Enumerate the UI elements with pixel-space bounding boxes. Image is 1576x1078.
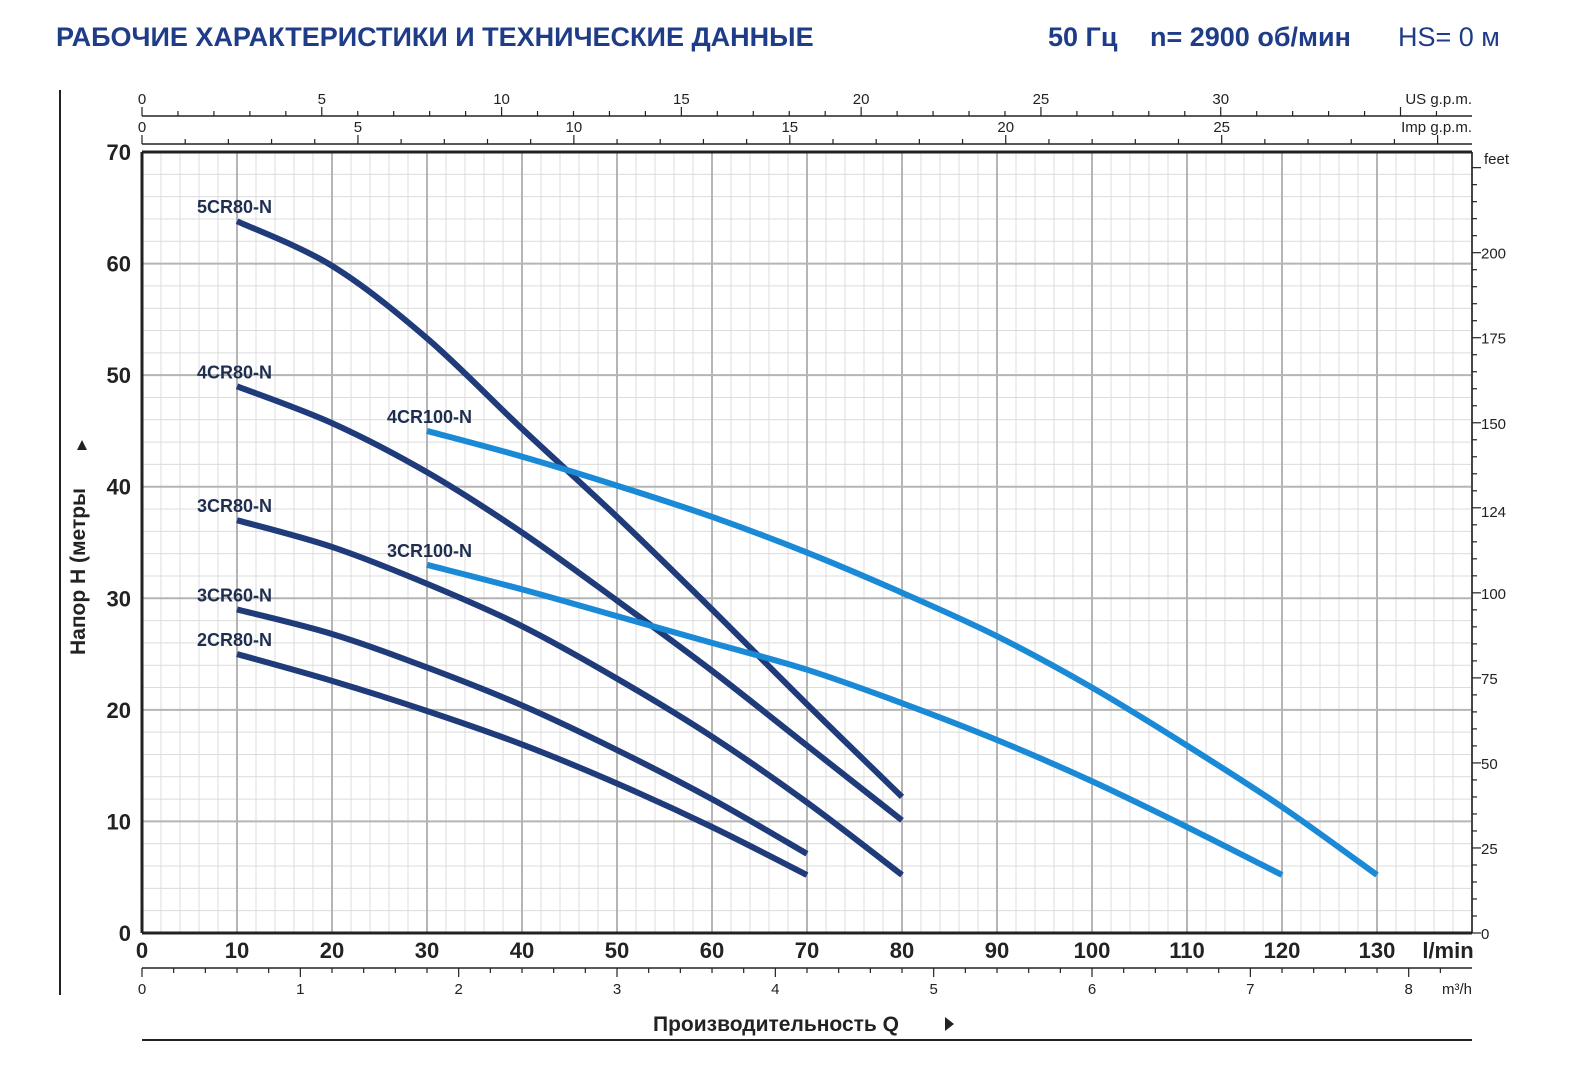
x-tick-label: 40 <box>510 938 534 963</box>
y-tick-label: 60 <box>107 252 131 277</box>
us-gpm-axis-tick-label: 15 <box>673 91 690 108</box>
imp-gpm-axis-tick-label: 10 <box>566 119 583 136</box>
feet-tick-label: 124 <box>1481 504 1506 521</box>
feet-tick-label: 175 <box>1481 331 1506 348</box>
y-tick-label: 10 <box>107 809 131 834</box>
frequency-label: 50 Гц <box>1048 22 1118 52</box>
imp-gpm-axis-tick-label: 0 <box>138 119 146 136</box>
x-axis-title: Производительность Q <box>653 1013 899 1036</box>
y-tick-label: 70 <box>107 140 131 165</box>
x-tick-label: 130 <box>1359 938 1396 963</box>
y-tick-label: 40 <box>107 475 131 500</box>
imp-gpm-axis-unit-label: Imp g.p.m. <box>1401 119 1472 136</box>
m3h-axis-tick-label: 4 <box>771 981 779 998</box>
series-line-5cr80-n <box>235 218 905 800</box>
feet-tick-label: 200 <box>1481 246 1506 263</box>
us-gpm-axis-tick-label: 20 <box>853 91 870 108</box>
y-tick-label: 50 <box>107 363 131 388</box>
series-group: 5CR80-N 4CR80-N 3CR80-N 3CR60-N 2CR80-N 4CR10… <box>197 197 1379 878</box>
m3h-axis-tick-label: 1 <box>296 981 304 998</box>
series-line-4cr100-n <box>426 428 1379 878</box>
us-gpm-axis-tick-label: 30 <box>1212 91 1229 108</box>
series-line-4cr80-n <box>235 383 904 823</box>
imp-gpm-axis-tick-label: 25 <box>1213 119 1230 136</box>
x-tick-label: 110 <box>1169 938 1205 963</box>
m3h-axis-unit-label: m³/h <box>1442 981 1472 998</box>
us-gpm-axis-unit-label: US g.p.m. <box>1405 91 1472 108</box>
series-label-3cr80-n: 3CR80-N <box>197 496 272 516</box>
x-axis-arrow-icon <box>945 1017 954 1031</box>
series-line-3cr80-n <box>236 517 904 878</box>
x-tick-label: 50 <box>605 938 629 963</box>
y-axis-arrow-icon <box>77 440 87 450</box>
us-gpm-axis-tick-label: 0 <box>138 91 146 108</box>
series-label-3cr100-n: 3CR100-N <box>387 541 472 561</box>
y-tick-label: 0 <box>119 921 131 946</box>
feet-tick-label: 75 <box>1481 671 1498 688</box>
x-tick-label: 10 <box>225 938 249 963</box>
x-tick-label: 30 <box>415 938 439 963</box>
imp-gpm-axis-tick-label: 20 <box>997 119 1014 136</box>
series-label-4cr100-n: 4CR100-N <box>387 407 472 427</box>
x-tick-label: 100 <box>1074 938 1111 963</box>
imp-gpm-axis-tick-label: 5 <box>354 119 362 136</box>
x-tick-label: 0 <box>136 938 148 963</box>
x-tick-label: 90 <box>985 938 1009 963</box>
feet-tick-label: 150 <box>1481 416 1506 433</box>
series-label-2cr80-n: 2CR80-N <box>197 630 272 650</box>
m3h-axis-tick-label: 7 <box>1246 981 1254 998</box>
feet-tick-label: 50 <box>1481 756 1498 773</box>
series-line-3cr100-n <box>426 561 1284 878</box>
axes: 0 10 20 30 40 50 60 70 80 90 100 110 120 130 l/min0102… <box>107 91 1510 998</box>
x-tick-label: 70 <box>795 938 819 963</box>
series-label-5cr80-n: 5CR80-N <box>197 197 272 217</box>
series-line-3cr60-n <box>236 606 809 857</box>
feet-tick-label: 25 <box>1481 841 1498 858</box>
m3h-axis-tick-label: 3 <box>613 981 621 998</box>
feet-unit-label: feet <box>1484 151 1510 168</box>
x-tick-label: 20 <box>320 938 344 963</box>
m3h-axis-tick-label: 8 <box>1405 981 1413 998</box>
y-tick-label: 20 <box>107 698 131 723</box>
us-gpm-axis-tick-label: 10 <box>493 91 510 108</box>
m3h-axis-tick-label: 2 <box>455 981 463 998</box>
x-tick-label: 80 <box>890 938 914 963</box>
imp-gpm-axis-tick-label: 15 <box>781 119 798 136</box>
x-unit-label: l/min <box>1422 938 1473 963</box>
us-gpm-axis-tick-label: 25 <box>1033 91 1050 108</box>
us-gpm-axis-tick-label: 5 <box>318 91 326 108</box>
y-tick-label: 30 <box>107 586 131 611</box>
m3h-axis-tick-label: 0 <box>138 981 146 998</box>
series-line-2cr80-n <box>236 651 809 878</box>
m3h-axis-tick-label: 6 <box>1088 981 1096 998</box>
speed-label: n= 2900 об/мин <box>1150 22 1351 52</box>
feet-tick-label: 0 <box>1481 926 1489 943</box>
page-title: РАБОЧИЕ ХАРАКТЕРИСТИКИ И ТЕХНИЧЕСКИЕ ДАН… <box>56 22 814 52</box>
x-tick-label: 120 <box>1264 938 1301 963</box>
x-tick-label: 60 <box>700 938 724 963</box>
feet-tick-label: 100 <box>1481 586 1506 603</box>
hs-label: HS= 0 м <box>1398 22 1500 52</box>
y-axis-title: Напор Н (метры <box>67 488 90 655</box>
series-label-3cr60-n: 3CR60-N <box>197 585 272 605</box>
m3h-axis-tick-label: 5 <box>930 981 938 998</box>
series-label-4cr80-n: 4CR80-N <box>197 362 272 382</box>
